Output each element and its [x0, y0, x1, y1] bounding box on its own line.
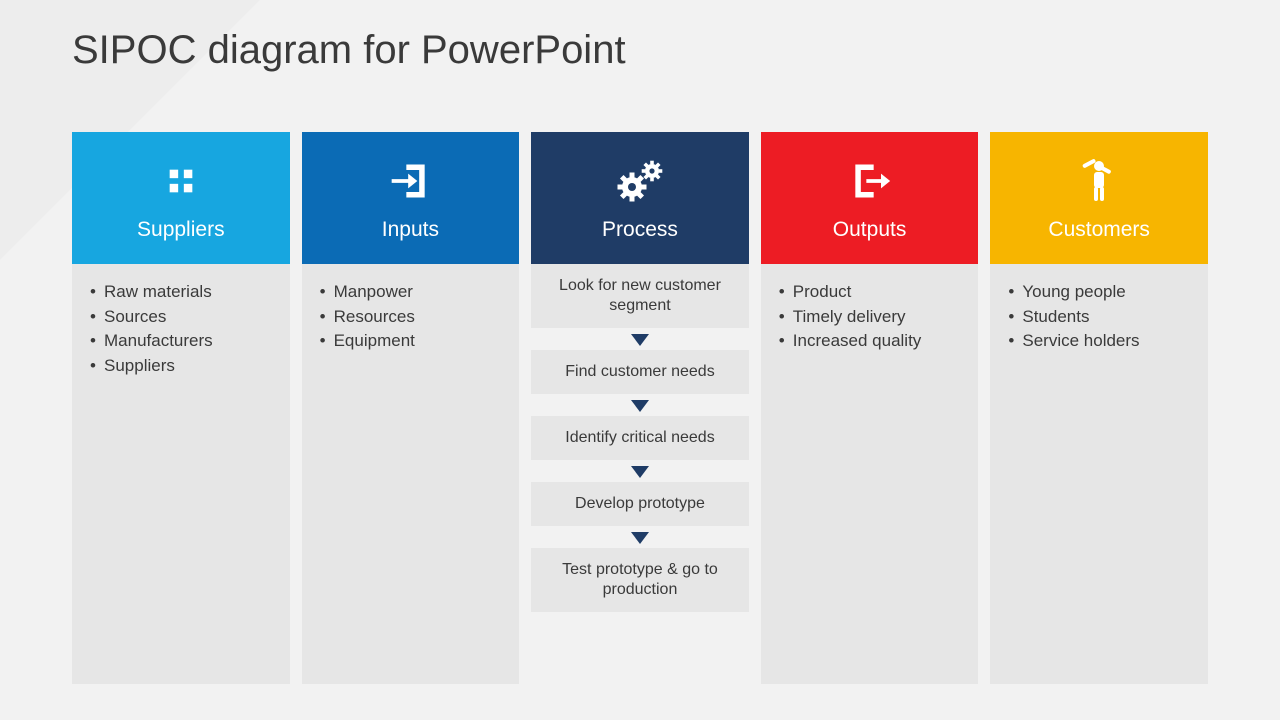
list-item: Service holders — [1008, 329, 1194, 354]
gears-icon — [614, 154, 666, 208]
chevron-down-icon — [631, 400, 649, 412]
list-item: Timely delivery — [779, 305, 965, 330]
column-label-suppliers: Suppliers — [137, 218, 225, 242]
sipoc-columns: SuppliersRaw materialsSourcesManufacture… — [72, 132, 1208, 684]
login-icon — [388, 154, 432, 208]
list-item: Manufacturers — [90, 329, 276, 354]
column-label-customers: Customers — [1048, 218, 1150, 242]
list-item: Equipment — [320, 329, 506, 354]
column-body-inputs: ManpowerResourcesEquipment — [302, 264, 520, 684]
process-step: Identify critical needs — [531, 416, 749, 460]
person-icon — [1079, 154, 1119, 208]
column-label-process: Process — [602, 218, 678, 242]
column-process: Process Look for new customer segment Find… — [531, 132, 749, 684]
column-header-process: Process — [531, 132, 749, 264]
column-body-customers: Young peopleStudentsService holders — [990, 264, 1208, 684]
list-item: Raw materials — [90, 280, 276, 305]
process-step: Find customer needs — [531, 350, 749, 394]
column-body-outputs: ProductTimely deliveryIncreased quality — [761, 264, 979, 684]
column-customers: Customers Young peopleStudentsService hol… — [990, 132, 1208, 684]
list-item: Increased quality — [779, 329, 965, 354]
list-item: Product — [779, 280, 965, 305]
column-body-process: Look for new customer segment Find custom… — [531, 264, 749, 684]
column-outputs: Outputs ProductTimely deliveryIncreased q… — [761, 132, 979, 684]
chevron-down-icon — [631, 334, 649, 346]
page-title: SIPOC diagram for PowerPoint — [72, 28, 626, 73]
column-header-customers: Customers — [990, 132, 1208, 264]
list-item: Suppliers — [90, 354, 276, 379]
list-item: Manpower — [320, 280, 506, 305]
column-inputs: Inputs ManpowerResourcesEquipment — [302, 132, 520, 684]
process-step: Test prototype & go to production — [531, 548, 749, 612]
chevron-down-icon — [631, 466, 649, 478]
column-header-outputs: Outputs — [761, 132, 979, 264]
logout-icon — [848, 154, 892, 208]
list-item: Young people — [1008, 280, 1194, 305]
list-item: Resources — [320, 305, 506, 330]
column-suppliers: SuppliersRaw materialsSourcesManufacture… — [72, 132, 290, 684]
process-step: Develop prototype — [531, 482, 749, 526]
column-header-suppliers: Suppliers — [72, 132, 290, 264]
grid-icon — [164, 154, 198, 208]
list-item: Students — [1008, 305, 1194, 330]
column-header-inputs: Inputs — [302, 132, 520, 264]
column-body-suppliers: Raw materialsSourcesManufacturersSupplie… — [72, 264, 290, 684]
process-step: Look for new customer segment — [531, 264, 749, 328]
column-label-inputs: Inputs — [382, 218, 439, 242]
column-label-outputs: Outputs — [833, 218, 907, 242]
chevron-down-icon — [631, 532, 649, 544]
list-item: Sources — [90, 305, 276, 330]
